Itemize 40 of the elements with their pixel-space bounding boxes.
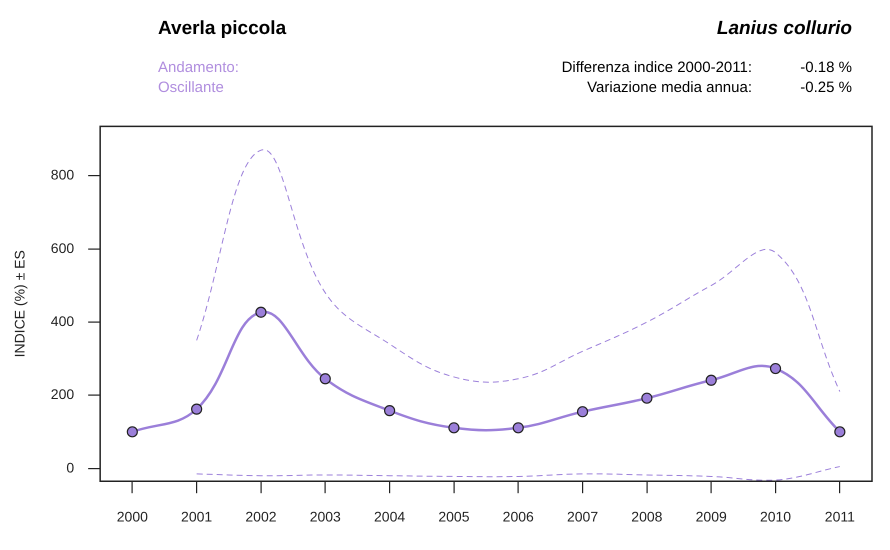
x-tick-label: 2011: [824, 508, 856, 524]
y-tick-label: 400: [50, 312, 74, 329]
point: [576, 406, 588, 418]
y-axis-title: INDICE (%) ± ES: [11, 250, 28, 358]
y-tick-label: 800: [50, 166, 74, 183]
y-tick-label: 600: [50, 240, 74, 256]
x-tick-label: 2004: [374, 508, 406, 524]
text: -0.18 %: [800, 58, 852, 78]
y-tick-label: 200: [50, 386, 74, 402]
point: [191, 404, 202, 415]
point: [834, 426, 846, 438]
point: [320, 373, 331, 384]
point: [706, 374, 717, 386]
point: [448, 422, 460, 434]
chart-title: Averla piccola: [158, 18, 286, 40]
text: -0.25 %: [800, 78, 852, 98]
x-tick-label: 2009: [696, 508, 727, 524]
y-tick-label: 0: [66, 459, 74, 476]
point: [512, 422, 524, 434]
chart-subtitle: Lanius collurio: [716, 18, 852, 40]
text: Oscillante: [158, 78, 225, 98]
x-tick-label: 2005: [438, 508, 470, 524]
point: [384, 405, 396, 416]
x-tick-label: 2007: [566, 508, 598, 524]
x-tick-label: 2003: [310, 508, 342, 524]
point: [641, 392, 652, 404]
line-series: [196, 150, 840, 392]
text: Andamento:: [158, 58, 239, 78]
x-tick-label: 2008: [631, 508, 663, 524]
point: [255, 306, 267, 318]
text: Variazione media annua:: [586, 78, 752, 98]
x-tick-label: 2000: [116, 508, 148, 524]
x-tick-label: 2001: [181, 508, 212, 524]
point: [770, 362, 782, 374]
x-tick-label: 2006: [502, 508, 534, 524]
x-tick-label: 2002: [245, 508, 277, 524]
line-series: [196, 466, 840, 481]
x-tick-label: 2010: [760, 508, 792, 524]
text: Differenza indice 2000-2011:: [562, 58, 752, 78]
point: [126, 426, 138, 438]
